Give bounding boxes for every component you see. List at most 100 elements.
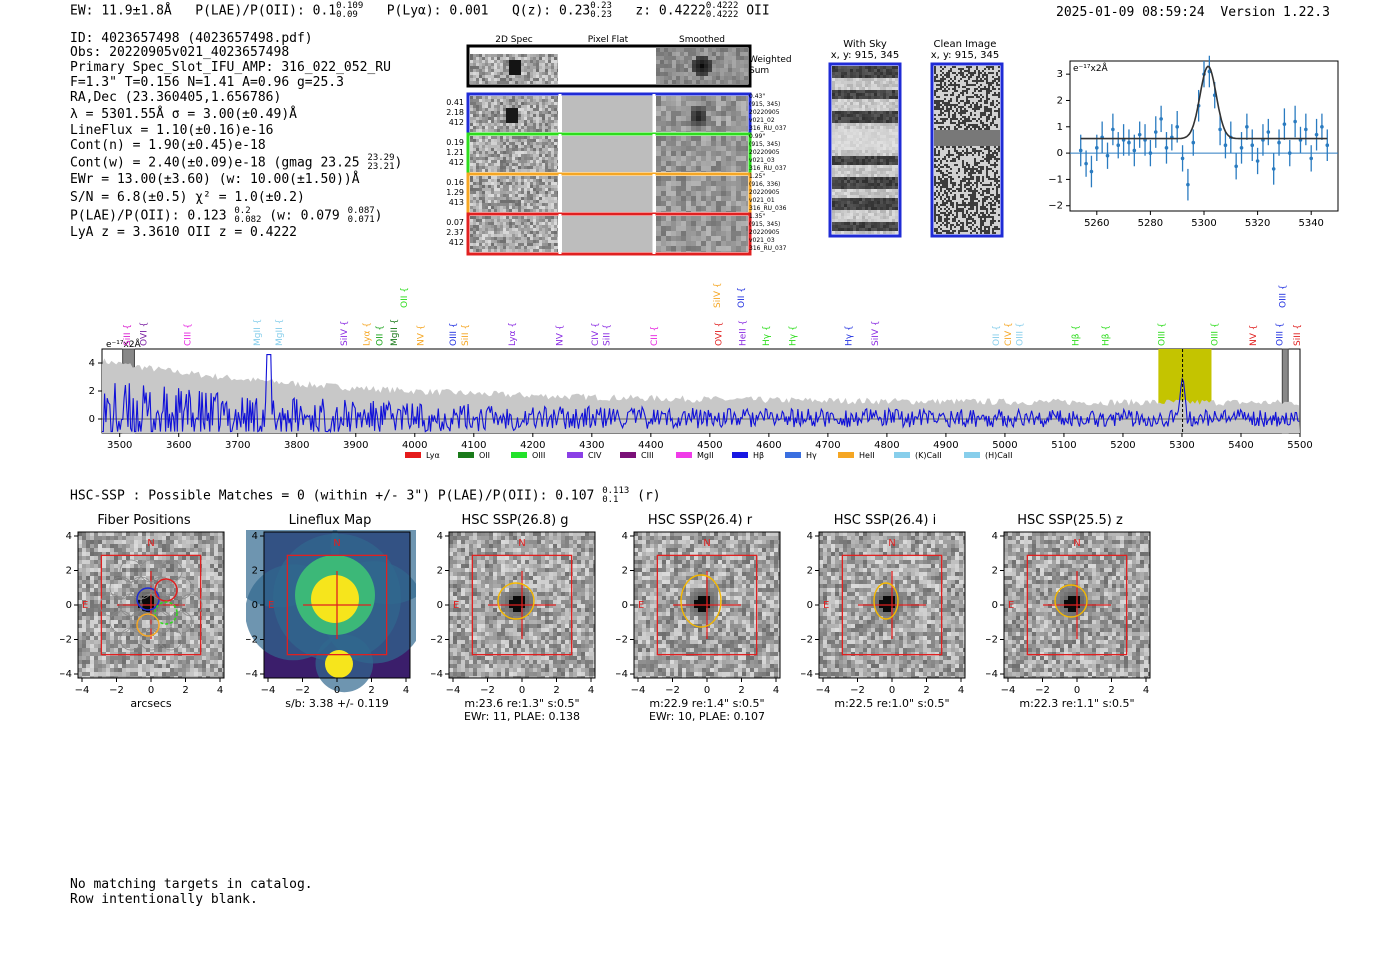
legend-label: MgII xyxy=(697,451,714,460)
fit-x-tick: 5320 xyxy=(1245,218,1270,229)
clean-image-title: Clean Image x, y: 915, 345 xyxy=(920,39,1010,61)
fit-data-point xyxy=(1180,156,1185,161)
north-marker: N xyxy=(703,538,710,549)
hsc-x-tick: −2 xyxy=(850,685,865,696)
fit-x-tick: 5280 xyxy=(1138,218,1163,229)
hsc-x-tick: 4 xyxy=(217,685,223,696)
hsc-galaxy-ellipse xyxy=(873,582,899,620)
spectrum-line-label-text: OVI { xyxy=(139,322,149,346)
hsc-y-tick: −4 xyxy=(801,669,813,680)
fit-data-point xyxy=(1084,161,1088,166)
spectrum-line-label: NV { xyxy=(555,325,565,346)
spectrum-x-tick: 4200 xyxy=(520,440,545,451)
spectrum-line-label: MgII { xyxy=(253,319,263,346)
cutout-row-right-value: 316_RU_036 xyxy=(749,205,787,212)
east-marker: E xyxy=(82,600,88,611)
info-cont-w: Cont(w) = 2.40(±0.09)e-18 (gmag 23.25 23… xyxy=(70,154,402,172)
hsc-x-tick: −2 xyxy=(480,685,495,696)
hsc-y-tick: −4 xyxy=(246,669,258,680)
cutout-flat-row-2 xyxy=(562,176,654,212)
fit-y-tick: −1 xyxy=(1048,174,1063,185)
spectrum-line-label: Lyα { xyxy=(508,322,518,346)
legend-label: Hβ xyxy=(753,451,764,460)
spectrum-line-label: OVI { xyxy=(715,322,725,346)
hsc-panel-title: HSC SSP(26.8) g xyxy=(461,513,569,528)
cutout-row-right-value: v021_02 xyxy=(749,117,775,124)
legend-label: CIII xyxy=(641,451,654,460)
cutout-row-left-value: 0.19 xyxy=(446,138,464,147)
z-line: OII xyxy=(746,3,770,19)
spectrum-upper-line-label: OII { xyxy=(400,287,410,308)
hsc-y-tick: 2 xyxy=(807,566,813,577)
cutout-row-left-2: 0.16 1.29 413 xyxy=(444,178,464,208)
cutout-row-left-value: 1.29 xyxy=(446,188,464,197)
fiber-circle xyxy=(119,593,143,617)
cutout-row-right-value: 316_RU_037 xyxy=(749,165,787,172)
hsc-aperture-box xyxy=(471,554,573,656)
fit-gaussian-curve xyxy=(1080,65,1328,140)
hsc-footer-line2: EWr: 10, PLAE: 0.107 xyxy=(648,710,766,723)
cutout-row-left-value: 2.18 xyxy=(446,108,464,117)
with-sky-image xyxy=(832,66,898,234)
north-marker: N xyxy=(333,538,340,549)
catalog-note: No matching targets in catalog. Row inte… xyxy=(70,877,313,907)
plae-label: P(LAE)/P(OII): xyxy=(195,3,305,19)
fiber-circle xyxy=(139,593,163,617)
spectrum-line-label: SiII { xyxy=(123,324,133,346)
hsc-galaxy-ellipse xyxy=(680,574,722,628)
hsc-aperture-box xyxy=(286,554,388,656)
hsc-footer-line1: m:23.6 re:1.3" s:0.5" xyxy=(464,697,580,710)
hsc-x-tick: 0 xyxy=(889,685,895,696)
cutout-grid xyxy=(466,44,752,256)
info-fwhm: F=1.3" T=0.156 N=1.41 A=0.96 g=25.3 xyxy=(70,75,344,90)
hsc-cutout-pixels xyxy=(1004,532,1150,678)
spectrum-line-label: MgII { xyxy=(390,319,400,346)
spectrum-upper-line-label-text: OIII { xyxy=(1278,284,1288,308)
cutout-row-left-value: 2.37 xyxy=(446,228,464,237)
spectrum-y-tick: 0 xyxy=(89,414,95,425)
hsc-x-tick: −2 xyxy=(295,685,310,696)
spectrum-x-tick: 5000 xyxy=(992,440,1017,451)
z-value: 0.4222 xyxy=(658,3,706,19)
cutout-smooth-row-0 xyxy=(656,96,748,132)
spectrum-x-tick: 4600 xyxy=(756,440,781,451)
fit-data-point xyxy=(1320,124,1324,129)
spectrum-line-label-text: SiII { xyxy=(123,324,133,346)
catalog-note-line1: No matching targets in catalog. xyxy=(70,877,313,892)
spectrum-line-label: HeII { xyxy=(738,320,748,346)
info-plae-hi: 0.2 xyxy=(234,206,251,216)
spectrum-line-label-text: CIV { xyxy=(1004,322,1014,346)
fit-data-point xyxy=(1105,153,1110,158)
spectrum-line-label: CII { xyxy=(650,326,660,346)
cont-w-hi: 23.29 xyxy=(367,153,395,163)
fiber-circle xyxy=(109,576,133,600)
hsc-x-tick: 0 xyxy=(334,685,340,696)
spectrum-line-label: Hβ { xyxy=(1072,325,1082,346)
spectrum-line-label-text: Hγ { xyxy=(788,325,798,346)
hsc-x-tick: −4 xyxy=(816,685,831,696)
legend-label: CIV xyxy=(588,451,602,460)
spectrum-line-label: NV { xyxy=(1249,325,1259,346)
hsc-panel-title: HSC SSP(25.5) z xyxy=(1017,513,1123,528)
spectrum-x-tick: 5400 xyxy=(1228,440,1253,451)
spectrum-upper-line-label: OIII { xyxy=(1278,284,1288,308)
spectrum-line-label-text: CII { xyxy=(650,326,660,346)
cutout-row-right-value: v021_03 xyxy=(749,157,775,164)
fiber-circle xyxy=(179,593,203,617)
hsc-y-tick: −2 xyxy=(60,635,72,646)
info-radec: RA,Dec (23.360405,1.656786) xyxy=(70,90,282,105)
hsc-aperture-box xyxy=(1026,554,1128,656)
hsc-y-tick: 4 xyxy=(252,531,258,542)
spectrum-line-label-text: SiIV { xyxy=(871,320,881,346)
cutout-flat-row-3 xyxy=(562,216,654,252)
plae-value: 0.1 xyxy=(312,3,337,19)
cutout-row-right-0: 0.43" (915, 345) 20220905 v021_02 316_RU_037 xyxy=(749,93,786,133)
legend-swatch xyxy=(511,452,527,458)
hsc-panel-image-3: N E −4 −2 0 2 4 4 2 0 −2 −4 xyxy=(616,531,781,696)
spectrum-line-label-text: NV { xyxy=(417,325,427,346)
hsc-x-tick: −2 xyxy=(665,685,680,696)
hsc-x-tick: 2 xyxy=(553,685,559,696)
legend-swatch xyxy=(458,452,474,458)
cutout-row-right-value: v021_01 xyxy=(749,197,775,204)
cutout-row-left-0: 0.41 2.18 412 xyxy=(444,98,464,128)
